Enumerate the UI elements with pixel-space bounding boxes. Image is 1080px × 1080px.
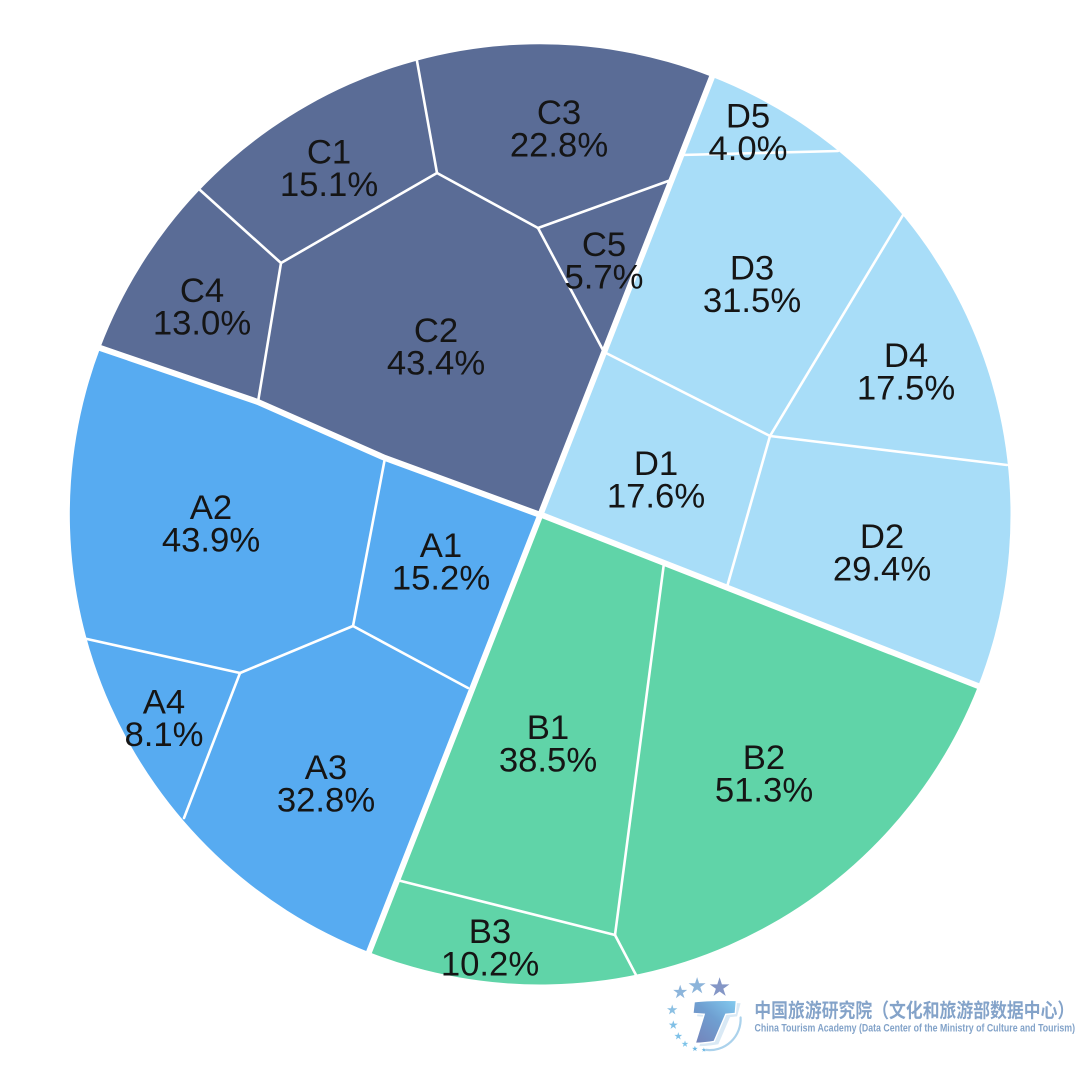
svg-text:China Tourism Academy (Data Ce: China Tourism Academy (Data Center of th… xyxy=(755,1023,1076,1035)
